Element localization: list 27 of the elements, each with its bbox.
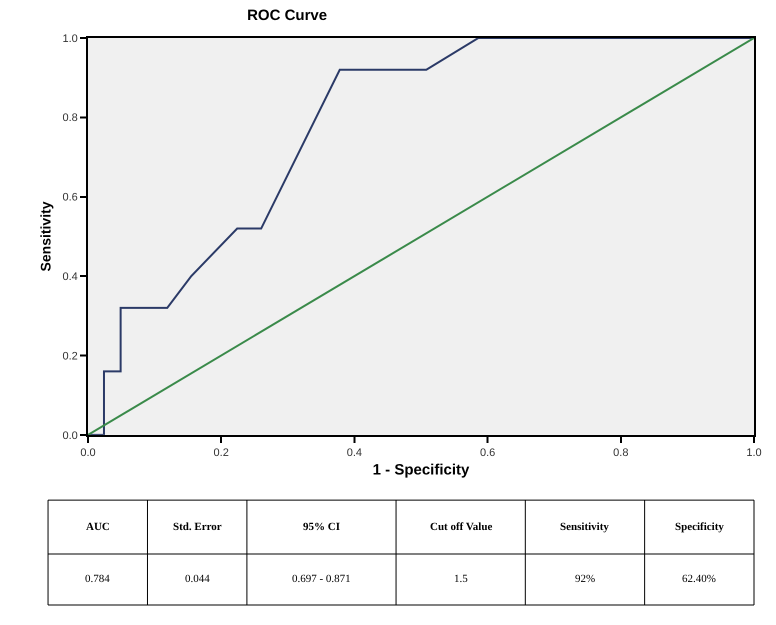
- text: 0.697 - 0.871: [292, 573, 351, 585]
- x-tick-label: 0.0: [80, 447, 96, 460]
- y-tick-label: 0.6: [62, 192, 78, 204]
- x-tick-label: 0.6: [480, 447, 496, 460]
- y-tick-label: 0.0: [62, 430, 78, 442]
- y-tick-label: 0.2: [62, 350, 78, 362]
- y-tick-label: 1.0: [62, 32, 78, 45]
- y-tick-label: 0.4: [62, 270, 78, 283]
- chart-title: ROC Curve: [247, 6, 328, 24]
- text: Specificity: [675, 521, 724, 533]
- text: 95% CI: [303, 521, 340, 533]
- text: 62.40%: [682, 573, 716, 585]
- text: 0.784: [85, 573, 110, 585]
- text: 92%: [575, 573, 596, 585]
- x-tick-label: 0.2: [214, 447, 229, 460]
- text: Sensitivity: [560, 521, 610, 533]
- text: 1.5: [454, 573, 468, 585]
- text: Std. Error: [173, 521, 222, 533]
- y-tick-label: 0.8: [62, 112, 78, 124]
- text: Cut off Value: [430, 521, 492, 533]
- x-tick-label: 0.8: [613, 447, 628, 460]
- x-tick-label: 0.4: [346, 447, 362, 460]
- y-axis-title: Sensitivity: [38, 201, 54, 272]
- text: AUC: [86, 521, 110, 533]
- x-axis-title: 1 - Specificity: [372, 462, 470, 479]
- x-tick-label: 1.0: [746, 447, 762, 460]
- text: 0.044: [185, 573, 210, 585]
